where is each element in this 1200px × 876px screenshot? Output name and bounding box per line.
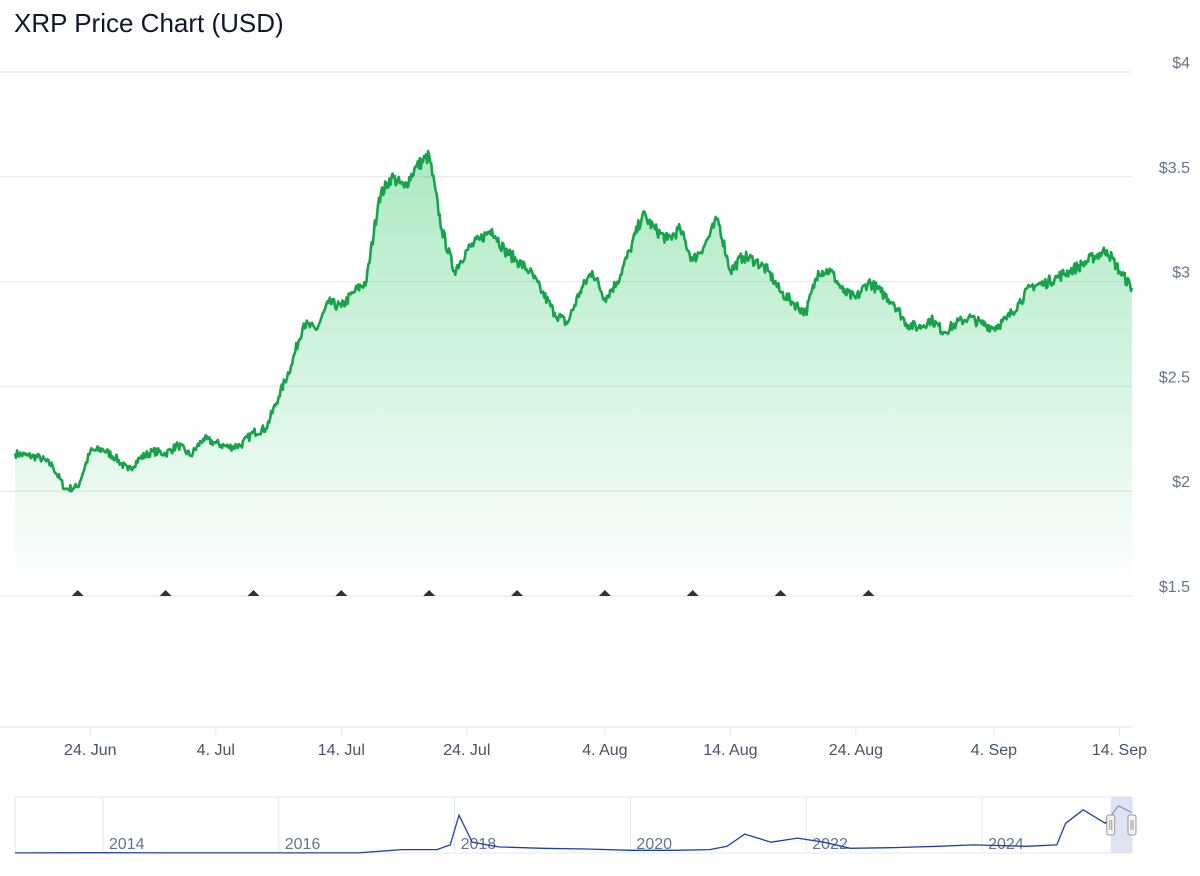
x-tick-label: 4. Sep: [971, 742, 1017, 759]
x-tick-label: 14. Sep: [1092, 742, 1147, 759]
navigator-selection[interactable]: [1110, 797, 1132, 853]
event-marker[interactable]: [159, 590, 172, 596]
event-marker[interactable]: [71, 590, 84, 596]
y-tick-label: $3: [1172, 265, 1190, 282]
navigator-tick-label: 2016: [285, 836, 321, 853]
y-tick-label: $4: [1172, 55, 1190, 72]
price-series-line[interactable]: [13, 149, 1134, 493]
navigator-tick-label: 2020: [636, 836, 672, 853]
event-marker[interactable]: [774, 590, 787, 596]
y-axis: $1.5 $2 $2.5 $3 $3.5 $4: [1159, 55, 1190, 596]
navigator-tick-label: 2022: [812, 836, 848, 853]
event-marker[interactable]: [247, 590, 260, 596]
event-marker[interactable]: [511, 590, 524, 596]
navigator-frame: [14, 796, 1133, 854]
x-tick-label: 14. Aug: [703, 742, 757, 759]
navigator-handle[interactable]: [1127, 814, 1137, 836]
event-marker[interactable]: [335, 590, 348, 596]
event-marker[interactable]: [423, 590, 436, 596]
navigator-tick-label: 2018: [461, 836, 497, 853]
x-tick-label: 24. Jul: [443, 742, 490, 759]
y-tick-label: $2: [1172, 474, 1190, 491]
navigator-handle[interactable]: [1106, 814, 1116, 836]
y-tick-label: $2.5: [1159, 369, 1190, 386]
event-marker[interactable]: [862, 590, 875, 596]
price-area: [15, 151, 1132, 596]
x-tick-label: 14. Jul: [318, 742, 365, 759]
y-tick-label: $1.5: [1159, 579, 1190, 596]
navigator[interactable]: 2014 2016 2018 2020 2022 2024: [14, 796, 1137, 854]
y-tick-label: $3.5: [1159, 160, 1190, 177]
event-markers[interactable]: [71, 590, 875, 596]
x-axis: 24. Jun 4. Jul 14. Jul 24. Jul 4. Aug 14. Aug…: [64, 727, 1147, 759]
x-tick-label: 4. Aug: [582, 742, 627, 759]
navigator-tick-label: 2014: [109, 836, 145, 853]
price-area-fill: [15, 151, 1132, 596]
navigator-series-line: [14, 804, 1132, 854]
price-line-group[interactable]: [13, 149, 1134, 493]
x-tick-label: 24. Aug: [829, 742, 883, 759]
navigator-tick-label: 2024: [988, 836, 1024, 853]
event-marker[interactable]: [686, 590, 699, 596]
chart-title: XRP Price Chart (USD): [14, 8, 284, 38]
event-marker[interactable]: [598, 590, 611, 596]
x-tick-label: 24. Jun: [64, 742, 116, 759]
x-tick-label: 4. Jul: [197, 742, 235, 759]
